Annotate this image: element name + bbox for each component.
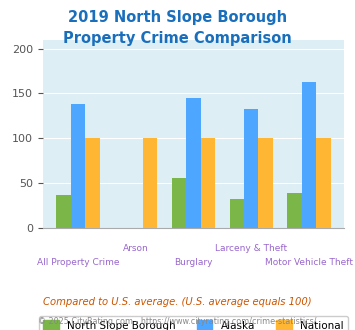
Text: Motor Vehicle Theft: Motor Vehicle Theft bbox=[265, 258, 353, 267]
Text: Property Crime Comparison: Property Crime Comparison bbox=[63, 31, 292, 46]
Text: Compared to U.S. average. (U.S. average equals 100): Compared to U.S. average. (U.S. average … bbox=[43, 297, 312, 307]
Bar bbox=[230, 199, 244, 228]
Bar bbox=[302, 82, 316, 228]
Text: Larceny & Theft: Larceny & Theft bbox=[215, 245, 287, 253]
Bar bbox=[186, 98, 201, 228]
Bar bbox=[287, 193, 302, 228]
Text: Burglary: Burglary bbox=[174, 258, 213, 267]
Text: 2019 North Slope Borough: 2019 North Slope Borough bbox=[68, 10, 287, 25]
Bar bbox=[172, 179, 186, 228]
Bar bbox=[244, 109, 258, 228]
Bar bbox=[56, 195, 71, 228]
Text: All Property Crime: All Property Crime bbox=[37, 258, 119, 267]
Text: © 2025 CityRating.com - https://www.cityrating.com/crime-statistics/: © 2025 CityRating.com - https://www.city… bbox=[38, 317, 317, 326]
Legend: North Slope Borough, Alaska, National: North Slope Borough, Alaska, National bbox=[39, 316, 348, 330]
Bar bbox=[316, 138, 331, 228]
Bar bbox=[201, 138, 215, 228]
Bar bbox=[85, 138, 100, 228]
Bar bbox=[71, 104, 85, 228]
Bar bbox=[258, 138, 273, 228]
Text: Arson: Arson bbox=[123, 245, 149, 253]
Bar bbox=[143, 138, 157, 228]
